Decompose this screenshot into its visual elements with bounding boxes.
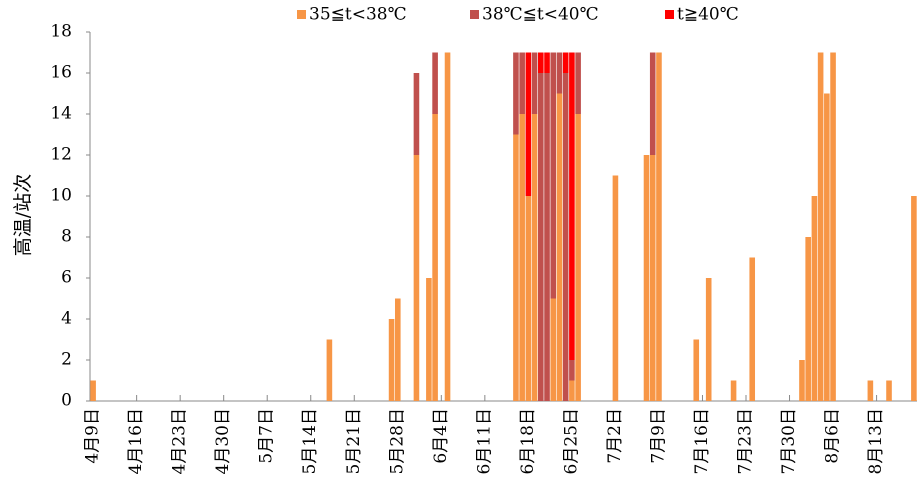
legend-swatch xyxy=(297,10,306,19)
y-tick-label: 12 xyxy=(50,145,72,165)
x-tick-label: 7月2日 xyxy=(605,408,625,464)
x-tick-label: 6月18日 xyxy=(518,408,538,474)
x-tick-label: 7月16日 xyxy=(692,408,712,474)
bar-segment xyxy=(824,93,830,401)
bar-segment xyxy=(544,52,550,73)
bar-segment xyxy=(569,380,575,401)
y-tick-label: 2 xyxy=(61,350,72,370)
bar-segment xyxy=(90,380,96,401)
bar-segment xyxy=(575,114,581,401)
bar-segment xyxy=(811,196,818,401)
legend-label: 38℃≦t<40℃ xyxy=(482,5,599,25)
bar-segment xyxy=(326,339,333,401)
x-tick-label: 5月14日 xyxy=(300,408,320,474)
y-tick-label: 4 xyxy=(61,309,72,329)
bar-segment xyxy=(394,298,401,401)
bar-segment xyxy=(413,155,420,401)
bar-segment xyxy=(575,52,581,114)
legend-label: t≧40℃ xyxy=(677,5,739,25)
x-tick-label: 8月13日 xyxy=(866,408,886,474)
x-tick-label: 6月4日 xyxy=(431,408,451,464)
bar-segment xyxy=(538,73,544,401)
x-tick-label: 8月6日 xyxy=(823,408,843,464)
bar-segment xyxy=(749,257,756,401)
bar-segment xyxy=(550,298,557,401)
bar-segment xyxy=(867,380,874,401)
x-tick-label: 6月25日 xyxy=(561,408,581,474)
bar-segment xyxy=(649,155,656,401)
y-tick-label: 14 xyxy=(50,104,72,124)
bar-segment xyxy=(569,52,575,360)
y-tick-label: 0 xyxy=(61,391,72,411)
bar-segment xyxy=(817,52,824,401)
bar-segment xyxy=(730,380,737,401)
x-tick-label: 4月9日 xyxy=(83,408,103,464)
y-tick-label: 18 xyxy=(50,22,72,42)
bar-segment xyxy=(426,278,432,401)
x-tick-label: 4月23日 xyxy=(170,408,190,474)
y-tick-label: 10 xyxy=(50,186,72,206)
x-tick-label: 7月30日 xyxy=(779,408,799,474)
bar-segment xyxy=(886,380,892,401)
x-tick-label: 4月30日 xyxy=(213,408,233,474)
bar-segment xyxy=(388,319,395,401)
x-tick-label: 7月9日 xyxy=(648,408,668,464)
bar-segment xyxy=(525,196,532,401)
bar-segment xyxy=(444,52,451,401)
bar-segment xyxy=(569,360,575,381)
y-axis-title: 高温/站次 xyxy=(12,174,34,256)
bar-segment xyxy=(525,52,532,196)
bar-segment xyxy=(432,52,438,114)
x-tick-label: 4月16日 xyxy=(126,408,146,474)
bar-segment xyxy=(649,52,656,155)
bar-segment xyxy=(432,114,438,401)
bar-segment xyxy=(413,73,420,155)
bar-segment xyxy=(562,52,569,73)
bar-segment xyxy=(538,52,544,73)
y-tick-label: 6 xyxy=(61,268,72,288)
bar-segment xyxy=(519,52,525,114)
bar-segment xyxy=(556,52,563,94)
bar-segment xyxy=(612,175,619,401)
legend-label: 35≦t<38℃ xyxy=(309,5,407,25)
bar-segment xyxy=(519,114,525,401)
bar-segment xyxy=(531,52,538,114)
bar-segment xyxy=(911,196,917,401)
bar-segment xyxy=(693,339,700,401)
bar-segment xyxy=(556,93,563,401)
bar-segment xyxy=(656,52,662,401)
x-tick-label: 5月28日 xyxy=(387,408,407,474)
bar-segment xyxy=(550,52,557,299)
bar-segment xyxy=(513,134,519,401)
bar-segment xyxy=(562,73,569,401)
legend-swatch xyxy=(470,10,479,19)
x-tick-label: 5月21日 xyxy=(344,408,364,474)
bar-segment xyxy=(705,278,712,401)
bar-segment xyxy=(830,52,836,401)
x-tick-label: 6月11日 xyxy=(474,408,494,474)
x-tick-label: 5月7日 xyxy=(257,408,277,464)
bar-segment xyxy=(544,73,550,401)
x-tick-label: 7月23日 xyxy=(736,408,756,474)
bar-segment xyxy=(513,52,519,135)
bar-segment xyxy=(799,360,805,401)
y-tick-label: 16 xyxy=(50,63,72,83)
legend-swatch xyxy=(665,10,674,19)
y-tick-label: 8 xyxy=(61,227,72,247)
bar-segment xyxy=(805,237,811,401)
bar-segment xyxy=(643,155,650,401)
bar-segment xyxy=(531,114,538,401)
